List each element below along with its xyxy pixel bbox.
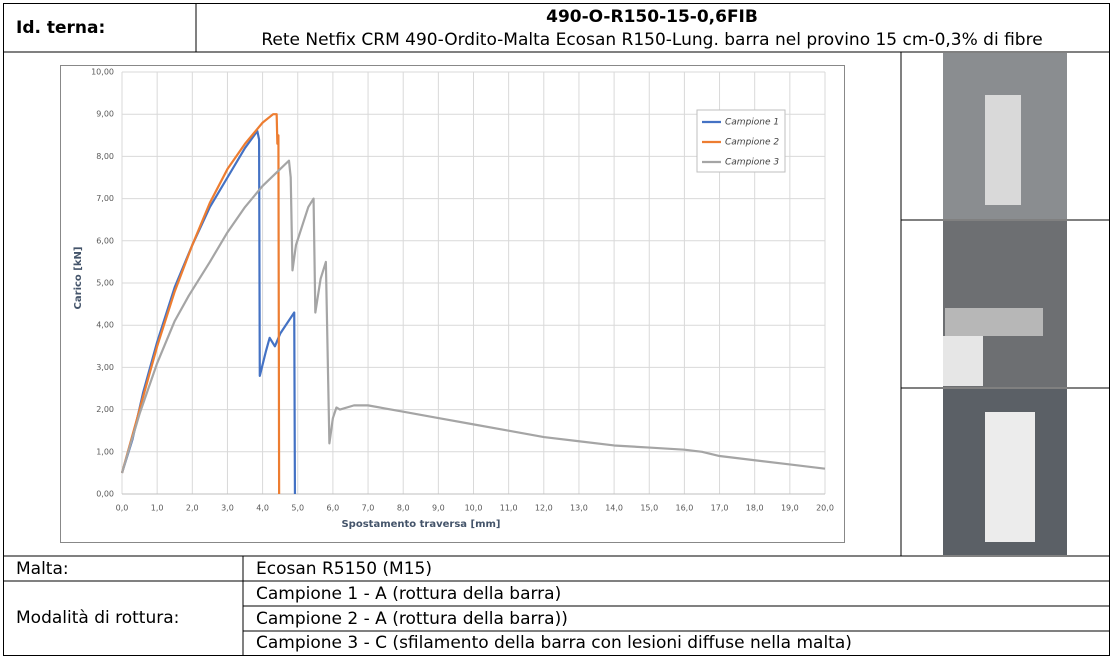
- chart-frame: [60, 65, 845, 543]
- id-subtitle: Rete Netfix CRM 490-Ordito-Malta Ecosan …: [261, 30, 1042, 50]
- y-tick-label: 6,00: [96, 236, 114, 245]
- legend-label: Campione 3: [725, 158, 779, 168]
- specimen: [943, 336, 983, 386]
- y-tick-label: 8,00: [96, 152, 114, 161]
- y-tick-label: 5,00: [96, 279, 114, 288]
- x-tick-label: 0,0: [116, 504, 129, 513]
- x-tick-label: 16,0: [675, 504, 693, 513]
- x-tick-label: 6,0: [327, 504, 340, 513]
- id-title: 490-O-R150-15-0,6FIB: [546, 7, 758, 27]
- specimen: [985, 412, 1035, 542]
- x-tick-label: 20,0: [816, 504, 834, 513]
- series-line: [120, 129, 297, 495]
- malta-label: Malta:: [16, 559, 69, 579]
- table-borders: [3, 3, 1110, 656]
- rottura-value: Campione 2 - A (rottura della barra)): [256, 609, 568, 629]
- x-tick-label: 19,0: [781, 504, 799, 513]
- x-tick-label: 5,0: [291, 504, 304, 513]
- x-tick-label: 10,0: [465, 504, 483, 513]
- specimen: [985, 95, 1021, 205]
- x-tick-label: 3,0: [221, 504, 234, 513]
- y-tick-label: 4,00: [96, 321, 114, 330]
- x-tick-label: 2,0: [186, 504, 199, 513]
- rottura-label: Modalità di rottura:: [16, 608, 179, 628]
- series-line: [120, 113, 281, 495]
- photos: [943, 53, 1067, 555]
- x-tick-label: 13,0: [570, 504, 588, 513]
- y-tick-label: 9,00: [96, 110, 114, 119]
- x-axis-title: Spostamento traversa [mm]: [341, 519, 500, 530]
- x-tick-label: 18,0: [746, 504, 764, 513]
- x-tick-label: 12,0: [535, 504, 553, 513]
- x-tick-label: 17,0: [711, 504, 729, 513]
- y-tick-label: 2,00: [96, 405, 114, 414]
- y-tick-label: 3,00: [96, 363, 114, 372]
- x-tick-label: 8,0: [397, 504, 410, 513]
- x-tick-label: 11,0: [500, 504, 518, 513]
- x-tick-label: 4,0: [256, 504, 269, 513]
- plate: [945, 308, 1043, 336]
- y-tick-label: 10,00: [91, 68, 114, 77]
- y-tick-label: 0,00: [96, 490, 114, 499]
- y-axis-title: Carico [kN]: [73, 247, 84, 310]
- y-tick-label: 7,00: [96, 194, 114, 203]
- legend-label: Campione 1: [725, 118, 779, 128]
- x-tick-label: 9,0: [432, 504, 445, 513]
- id-label: Id. terna:: [16, 18, 105, 38]
- chart: 0,001,002,003,004,005,006,007,008,009,00…: [91, 68, 834, 513]
- x-tick-label: 15,0: [640, 504, 658, 513]
- legend-label: Campione 2: [725, 138, 779, 148]
- rottura-value: Campione 3 - C (sfilamento della barra c…: [256, 633, 852, 653]
- y-tick-label: 1,00: [96, 447, 114, 456]
- x-tick-label: 14,0: [605, 504, 623, 513]
- series-line: [120, 159, 826, 474]
- x-tick-label: 1,0: [151, 504, 164, 513]
- malta-value: Ecosan R5150 (M15): [256, 559, 432, 579]
- rottura-value: Campione 1 - A (rottura della barra): [256, 584, 561, 604]
- x-tick-label: 7,0: [362, 504, 375, 513]
